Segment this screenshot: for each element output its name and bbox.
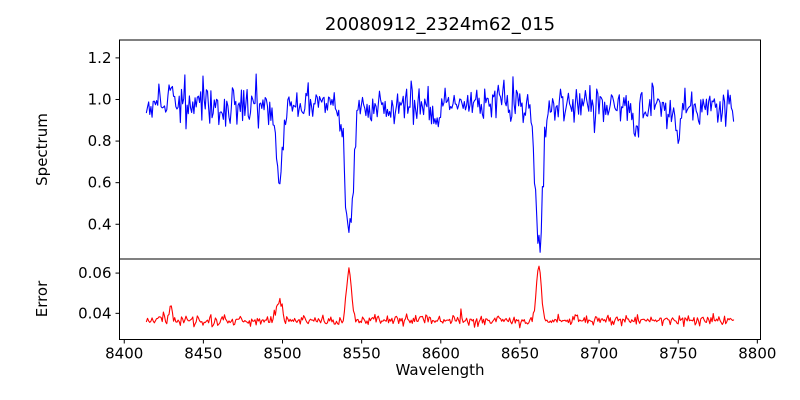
x-tick-label: 8650 <box>501 345 539 363</box>
error-y-axis: 0.06 0.04 <box>78 264 120 322</box>
y-tick-label: 0.6 <box>88 174 112 192</box>
x-tick-label: 8800 <box>738 345 776 363</box>
y-tick-label: 0.06 <box>78 264 111 282</box>
y-tick-label: 0.04 <box>78 304 111 322</box>
x-tick-label: 8750 <box>659 345 697 363</box>
spectrum-y-axis-label: Spectrum <box>33 113 51 186</box>
x-tick-label: 8500 <box>263 345 301 363</box>
error-y-axis-label: Error <box>33 280 51 317</box>
x-tick-label: 8600 <box>422 345 460 363</box>
chart-title: 20080912_2324m62_015 <box>325 14 555 35</box>
x-tick-label: 8400 <box>105 345 143 363</box>
y-tick-label: 0.4 <box>88 215 112 233</box>
error-panel-border <box>119 258 761 340</box>
error-panel: 0.06 0.04 Error <box>33 258 761 340</box>
x-axis: 8400 8450 8500 8550 8600 8650 8700 8750 8800 <box>105 339 776 363</box>
x-axis-label: Wavelength <box>396 361 485 379</box>
spectrum-panel-border <box>119 39 761 260</box>
y-tick-label: 0.8 <box>88 132 112 150</box>
x-tick-label: 8450 <box>184 345 222 363</box>
y-tick-label: 1.0 <box>88 90 112 108</box>
spectrum-panel: 1.2 1.0 0.8 0.6 0.4 Spectrum <box>33 39 761 260</box>
spectrum-y-axis: 1.2 1.0 0.8 0.6 0.4 <box>88 49 120 233</box>
spectrum-line <box>145 73 735 253</box>
error-line <box>145 265 735 329</box>
x-tick-label: 8700 <box>580 345 618 363</box>
y-tick-label: 1.2 <box>88 49 112 67</box>
x-tick-label: 8550 <box>343 345 381 363</box>
